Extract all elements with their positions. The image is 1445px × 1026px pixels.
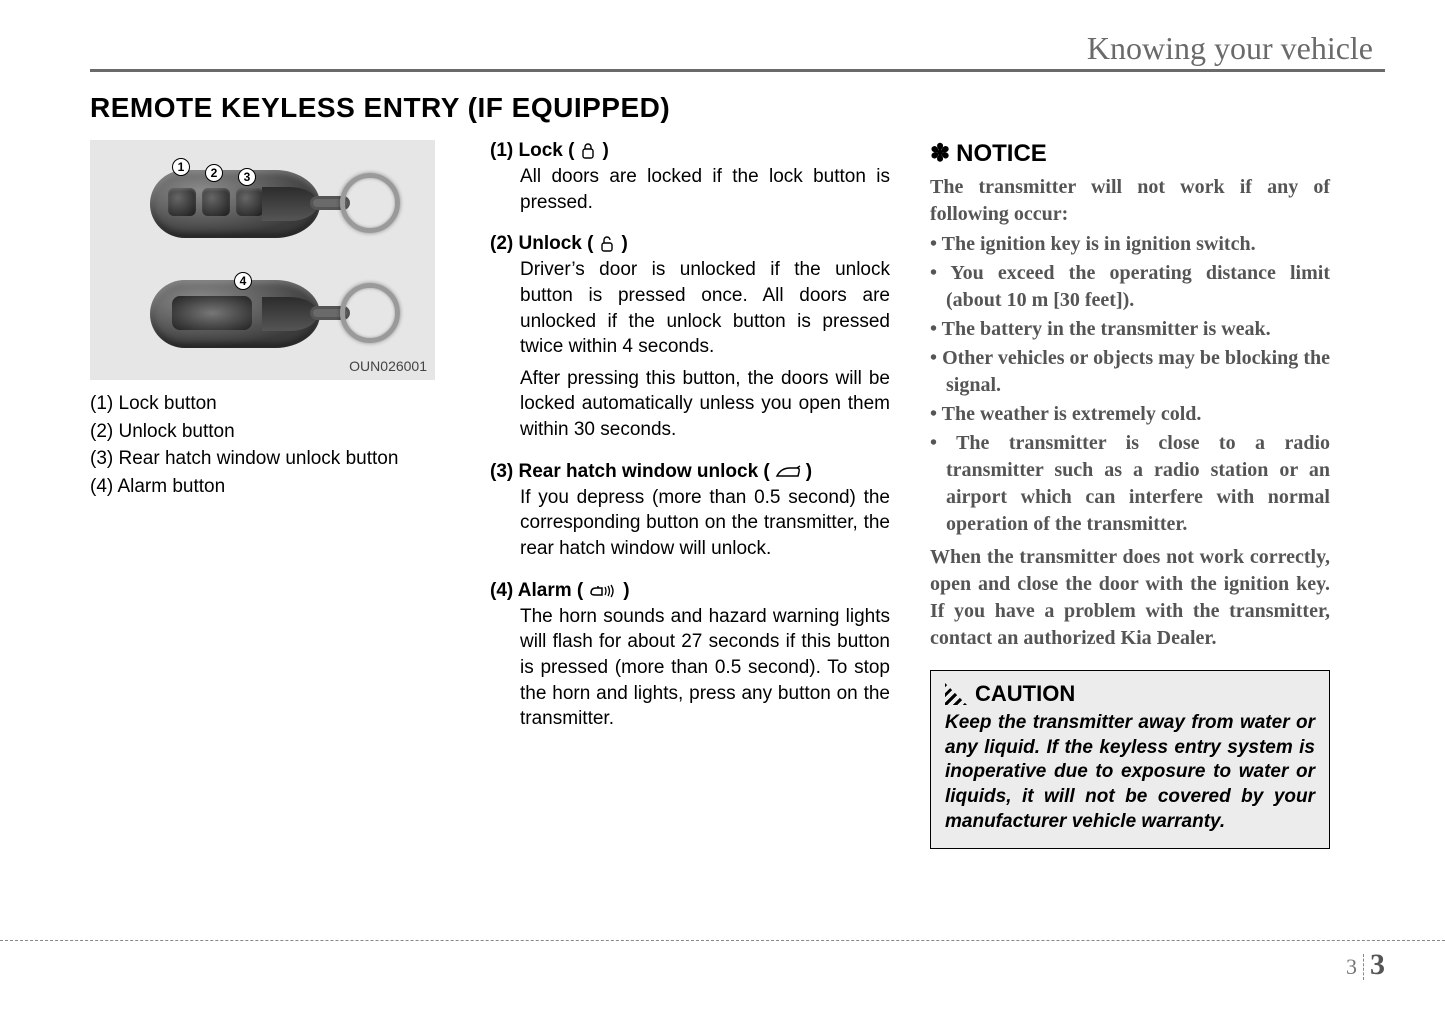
notice-bullet: The weather is extremely cold. [930,401,1330,428]
item-body: Driver’s door is unlocked if the unlock … [490,257,890,360]
item-body: After pressing this button, the doors wi… [490,366,890,443]
asterisk-icon: ✽ [930,142,950,166]
callout-1: 1 [172,158,190,176]
item-head-post: ) [806,461,812,483]
figure-code: OUN026001 [349,358,427,374]
notice-bullet: The ignition key is in ignition switch. [930,231,1330,258]
callout-2: 2 [205,164,223,182]
key-fob-figure: 1 2 3 4 OUN026001 [90,140,435,380]
item-head-pre: (2) Unlock ( [490,233,593,255]
hatch-icon [774,463,802,481]
legend-item: (2) Unlock button [90,418,450,446]
notice-bullet: Other vehicles or objects may be blockin… [930,345,1330,399]
column-descriptions: (1) Lock ( ) All doors are locked if the… [490,140,890,849]
callout-3: 3 [238,168,256,186]
item-hatch: (3) Rear hatch window unlock ( ) If you … [490,461,890,562]
item-head-post: ) [623,580,629,602]
notice-bullet: You exceed the operating distance limit … [930,260,1330,314]
item-body: If you depress (more than 0.5 second) th… [490,485,890,562]
legend-item: (1) Lock button [90,390,450,418]
item-alarm: (4) Alarm ( ) The horn sounds and hazard… [490,580,890,732]
page-num: 3 [1370,948,1385,982]
item-body: The horn sounds and hazard warning light… [490,604,890,732]
caution-heading: CAUTION [945,681,1315,707]
notice-outro: When the transmitter does not work corre… [930,544,1330,652]
caution-body: Keep the transmitter away from water or … [945,711,1315,834]
notice-bullet: The battery in the transmitter is weak. [930,316,1330,343]
caution-title: CAUTION [975,681,1075,707]
column-figure: 1 2 3 4 OUN026001 (1) Lock button (2) Un… [90,140,450,849]
alarm-icon [587,582,619,600]
notice-intro: The transmitter will not work if any of … [930,174,1330,228]
header-title: Knowing your vehicle [1087,30,1385,67]
key-fob-top [150,160,410,250]
section-title: REMOTE KEYLESS ENTRY (IF EQUIPPED) [90,92,1385,124]
unlock-icon [597,235,617,253]
content-columns: 1 2 3 4 OUN026001 (1) Lock button (2) Un… [90,140,1385,849]
legend-item: (3) Rear hatch window unlock button [90,445,450,473]
lock-icon [578,142,598,160]
legend-item: (4) Alarm button [90,473,450,501]
column-notice: ✽ NOTICE The transmitter will not work i… [930,140,1330,849]
page-section: 3 [1346,954,1364,980]
item-body: All doors are locked if the lock button … [490,164,890,215]
figure-legend: (1) Lock button (2) Unlock button (3) Re… [90,390,450,500]
callout-4: 4 [234,272,252,290]
notice-bullet: The transmitter is close to a radio tran… [930,430,1330,538]
footer-dash [0,940,1445,941]
item-head-post: ) [602,140,608,162]
page-number: 3 3 [1346,948,1385,982]
caution-stripes-icon [945,683,967,705]
caution-box: CAUTION Keep the transmitter away from w… [930,670,1330,849]
notice-title: NOTICE [956,140,1047,168]
item-head-pre: (4) Alarm ( [490,580,583,602]
notice-body: The transmitter will not work if any of … [930,174,1330,652]
item-unlock: (2) Unlock ( ) Driver’s door is unlocked… [490,233,890,442]
item-lock: (1) Lock ( ) All doors are locked if the… [490,140,890,215]
item-head-post: ) [621,233,627,255]
item-head-pre: (1) Lock ( [490,140,574,162]
page-header: Knowing your vehicle [90,30,1385,72]
item-head-pre: (3) Rear hatch window unlock ( [490,461,770,483]
key-fob-bottom [150,270,410,360]
notice-heading: ✽ NOTICE [930,140,1330,168]
